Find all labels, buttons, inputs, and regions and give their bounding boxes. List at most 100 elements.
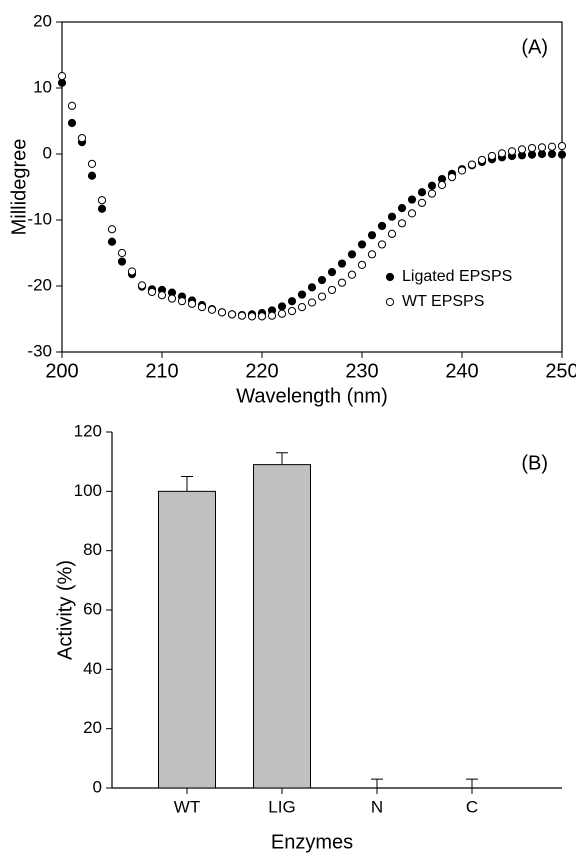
y-tick-label: 120 — [74, 421, 102, 440]
data-point — [537, 143, 547, 152]
y-tick-label: 10 — [33, 77, 52, 96]
data-point — [407, 209, 417, 218]
legend-label: Ligated EPSPS — [402, 268, 512, 285]
data-point — [217, 308, 227, 317]
x-axis-label: Enzymes — [271, 831, 353, 853]
data-point — [427, 181, 437, 190]
data-point — [517, 145, 527, 154]
data-point — [547, 149, 557, 159]
x-tick-label: LIG — [268, 797, 295, 816]
x-tick-label: 210 — [145, 360, 178, 382]
data-point — [127, 267, 137, 276]
y-tick-label: 80 — [83, 540, 102, 559]
data-point — [117, 248, 127, 258]
data-point — [417, 198, 427, 207]
data-point — [347, 250, 357, 259]
data-point — [247, 312, 257, 321]
error-bar — [466, 778, 478, 788]
data-point — [397, 219, 407, 228]
data-point — [557, 141, 567, 151]
data-point — [267, 311, 277, 320]
data-point — [407, 195, 417, 204]
data-point — [357, 240, 367, 249]
y-tick-label: 100 — [74, 481, 102, 500]
data-point — [227, 310, 237, 319]
data-point — [117, 257, 127, 266]
data-point — [237, 311, 247, 320]
data-point — [437, 180, 447, 190]
legend-marker — [385, 297, 395, 307]
data-point — [157, 291, 167, 300]
x-tick-label: 200 — [45, 360, 78, 382]
data-point — [317, 292, 327, 301]
data-point — [57, 72, 67, 81]
data-point — [337, 278, 347, 287]
x-tick-label: WT — [174, 797, 200, 816]
data-point — [177, 297, 187, 306]
data-point — [297, 290, 307, 299]
data-point — [377, 240, 387, 249]
data-point — [197, 303, 207, 312]
data-point — [87, 159, 97, 168]
data-point — [387, 229, 397, 238]
y-tick-label: 0 — [43, 143, 52, 162]
annotation: (B) — [521, 452, 548, 474]
data-point — [317, 275, 327, 285]
y-axis-label: Millidegree — [8, 139, 30, 236]
legend-label: WT EPSPS — [402, 293, 484, 310]
data-point — [87, 171, 97, 180]
data-point — [297, 303, 307, 312]
data-point — [107, 237, 117, 246]
y-tick-label: -10 — [27, 209, 52, 228]
x-tick-label: 230 — [345, 360, 378, 382]
x-tick-label: 240 — [445, 360, 478, 382]
data-point — [527, 143, 537, 153]
data-point — [487, 151, 497, 161]
legend-marker — [385, 272, 395, 282]
data-point — [307, 298, 317, 307]
data-point — [367, 250, 377, 259]
data-point — [477, 155, 487, 165]
y-tick-label: 20 — [33, 11, 52, 30]
data-point — [507, 147, 517, 156]
y-tick-label: 40 — [83, 659, 102, 678]
x-tick-label: N — [371, 797, 383, 816]
data-point — [467, 160, 477, 169]
bar — [253, 464, 311, 789]
error-bar — [276, 452, 288, 465]
error-bar — [371, 778, 383, 788]
data-point — [547, 142, 557, 151]
data-point — [497, 149, 507, 158]
data-point — [557, 150, 567, 159]
data-point — [67, 118, 77, 128]
data-point — [147, 287, 157, 297]
x-tick-label: 220 — [245, 360, 278, 382]
data-point — [97, 196, 107, 205]
data-point — [357, 260, 367, 269]
data-point — [137, 281, 147, 290]
data-point — [187, 299, 197, 308]
y-tick-label: 60 — [83, 599, 102, 618]
data-point — [347, 270, 357, 279]
data-point — [377, 221, 387, 231]
data-point — [207, 305, 217, 314]
data-point — [307, 283, 317, 292]
annotation: (A) — [521, 36, 548, 58]
data-point — [457, 166, 467, 175]
data-point — [277, 309, 287, 318]
data-point — [327, 285, 337, 295]
error-bar — [181, 476, 193, 492]
data-point — [287, 306, 297, 316]
data-point — [367, 231, 377, 240]
y-axis-label: Activity (%) — [54, 560, 76, 660]
plot-frame — [61, 21, 563, 353]
data-point — [97, 204, 107, 213]
data-point — [257, 312, 267, 321]
x-tick-label: 250 — [545, 360, 576, 382]
data-point — [107, 225, 117, 234]
data-point — [337, 259, 347, 268]
data-point — [447, 173, 457, 182]
data-point — [397, 204, 407, 213]
data-point — [387, 212, 397, 221]
